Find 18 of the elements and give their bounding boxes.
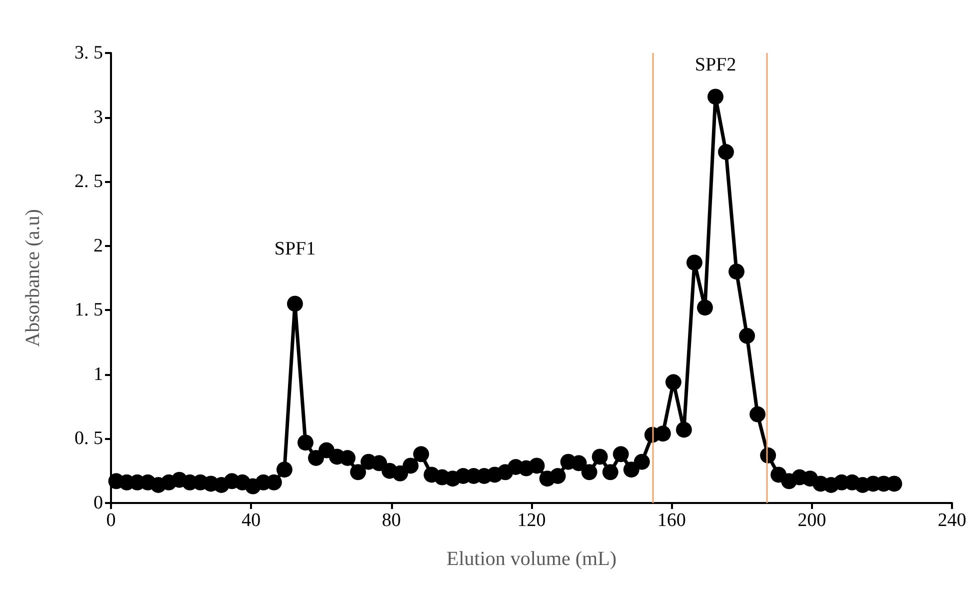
y-axis-title: Absorbance (a.u) <box>22 209 44 347</box>
y-tick-label: 0. 5 <box>74 428 103 450</box>
x-tick-label: 40 <box>242 510 261 531</box>
x-axis-title: Elution volume (mL) <box>446 548 616 570</box>
y-tick-label: 2 <box>94 235 103 256</box>
y-tick-label: 3 <box>94 106 103 128</box>
y-tick-label: 0 <box>94 492 103 514</box>
annotation: SPF2 <box>694 54 736 76</box>
y-tick-label: 3. 5 <box>74 42 103 64</box>
x-tick-label: 240 <box>938 510 966 531</box>
x-tick-label: 160 <box>657 510 686 531</box>
x-tick-label: 200 <box>798 510 826 531</box>
y-tick-label: 1 <box>94 364 103 385</box>
x-tick-label: 120 <box>517 510 546 531</box>
y-tick-label: 1. 5 <box>74 300 103 321</box>
y-tick-label: 2. 5 <box>74 171 103 192</box>
annotation: SPF1 <box>274 238 316 260</box>
x-tick-label: 80 <box>382 510 401 531</box>
